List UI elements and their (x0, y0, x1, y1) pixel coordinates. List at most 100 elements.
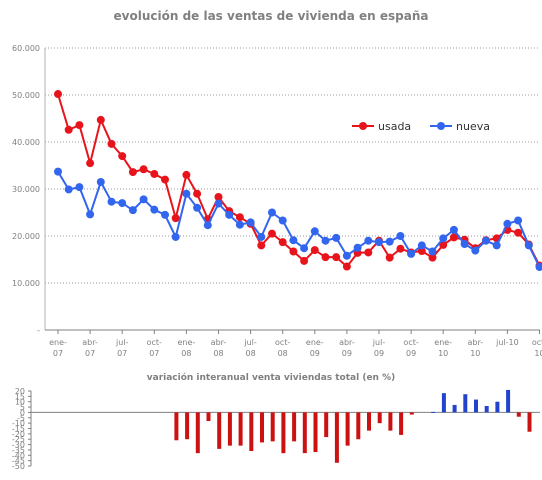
bar (207, 412, 211, 421)
data-point-usada (322, 253, 330, 261)
bar (356, 412, 360, 439)
data-point-nueva (396, 232, 404, 240)
data-point-usada (268, 230, 276, 238)
bar (378, 412, 382, 423)
x-tick-label-year: 10 (534, 349, 542, 358)
data-point-nueva (140, 195, 148, 203)
x-tick-label-year: 09 (374, 349, 384, 358)
data-point-nueva (332, 234, 340, 242)
x-tick-label: ene- (306, 338, 324, 347)
x-tick-label: oct- (147, 338, 162, 347)
data-point-nueva (257, 233, 265, 241)
data-point-usada (364, 248, 372, 256)
legend-label: nueva (456, 120, 490, 133)
x-tick-label: abr- (467, 338, 483, 347)
data-point-nueva (268, 209, 276, 217)
bar (410, 412, 414, 414)
data-point-usada (65, 126, 73, 134)
data-point-nueva (204, 221, 212, 229)
x-tick-label-year: 09 (342, 349, 352, 358)
data-point-usada (236, 213, 244, 221)
data-point-nueva (172, 233, 180, 241)
data-point-nueva (54, 168, 62, 176)
data-point-nueva (150, 206, 158, 214)
data-point-nueva (386, 238, 394, 246)
data-point-nueva (482, 237, 490, 245)
x-tick-label-year: 07 (53, 349, 63, 358)
x-tick-label: jul- (243, 338, 257, 347)
bar (442, 393, 446, 412)
y-tick-label: - (37, 326, 40, 335)
bar (453, 405, 457, 413)
data-point-usada (161, 176, 169, 184)
x-tick-label: oct- (532, 338, 542, 347)
legend-label: usada (378, 120, 411, 133)
y-tick-label: 60.000 (12, 44, 40, 53)
bar (495, 402, 499, 413)
data-point-nueva (343, 252, 351, 260)
data-point-usada (75, 121, 83, 129)
y-tick-label: 10.000 (12, 279, 40, 288)
line-chart: -10.00020.00030.00040.00050.00060.000ene… (12, 44, 542, 358)
x-tick-label-year: 08 (246, 349, 256, 358)
bar (506, 390, 510, 413)
bar (249, 412, 253, 451)
data-point-nueva (97, 178, 105, 186)
x-tick-label: jul- (372, 338, 386, 347)
bar (335, 412, 339, 462)
bar (367, 412, 371, 430)
data-point-nueva (225, 211, 233, 219)
data-point-usada (396, 245, 404, 253)
data-point-nueva (129, 206, 137, 214)
data-point-usada (86, 159, 94, 167)
bar (217, 412, 221, 448)
bar (292, 412, 296, 441)
bar-y-tick-label: 20 (15, 387, 25, 396)
bar (303, 412, 307, 453)
bar (431, 412, 435, 413)
data-point-usada (97, 116, 105, 124)
bar (196, 412, 200, 453)
data-point-usada (140, 165, 148, 173)
data-point-usada (129, 168, 137, 176)
x-tick-label: abr- (82, 338, 98, 347)
main-chart-title: evolución de las ventas de vivienda en e… (114, 9, 429, 23)
data-point-usada (289, 248, 297, 256)
data-point-nueva (118, 199, 126, 207)
data-point-nueva (514, 216, 522, 224)
data-point-nueva (375, 238, 383, 246)
x-tick-label-year: 09 (406, 349, 416, 358)
data-point-usada (150, 170, 158, 178)
x-tick-label: oct- (275, 338, 290, 347)
bar (239, 412, 243, 445)
data-point-nueva (279, 216, 287, 224)
data-point-usada (514, 229, 522, 237)
data-point-nueva (236, 221, 244, 229)
legend-swatch-marker (437, 122, 445, 130)
data-point-usada (54, 90, 62, 98)
x-tick-label: ene- (177, 338, 195, 347)
bar (463, 394, 467, 412)
data-point-nueva (182, 190, 190, 198)
x-tick-label-year: 08 (278, 349, 288, 358)
data-point-nueva (215, 200, 223, 208)
data-point-nueva (75, 183, 83, 191)
bar (517, 412, 521, 416)
bar (185, 412, 189, 439)
data-point-nueva (450, 226, 458, 234)
bar (474, 400, 478, 413)
x-tick-label: oct- (403, 338, 418, 347)
data-point-nueva (86, 210, 94, 218)
x-tick-label: ene- (49, 338, 67, 347)
data-point-nueva (471, 247, 479, 255)
data-point-usada (332, 253, 340, 261)
data-point-usada (172, 214, 180, 222)
bar (314, 412, 318, 452)
bar (346, 412, 350, 445)
bar (388, 412, 392, 430)
x-tick-label: jul-10 (495, 338, 519, 347)
data-point-usada (257, 241, 265, 249)
data-point-nueva (322, 237, 330, 245)
